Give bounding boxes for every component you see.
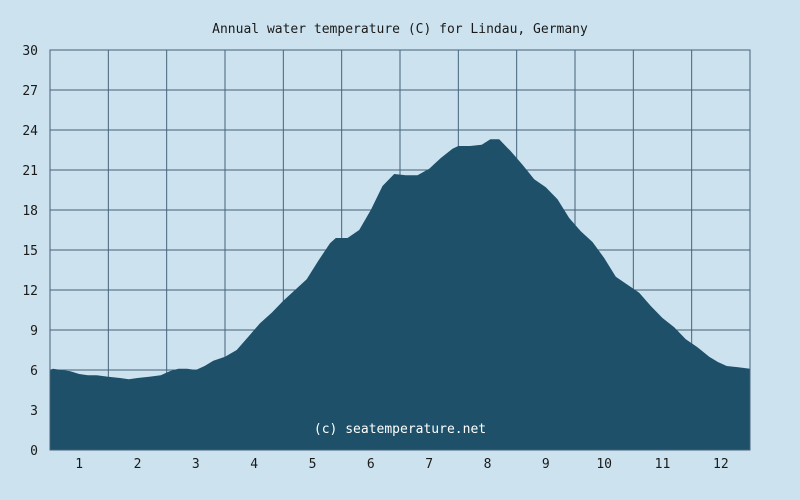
y-tick-label: 27 <box>22 84 38 99</box>
x-axis-ticks: 1 2 3 4 5 6 7 8 9 10 11 12 <box>75 457 728 472</box>
chart-title: Annual water temperature (C) for Lindau,… <box>212 22 588 37</box>
y-tick-label: 9 <box>30 324 38 339</box>
y-axis-ticks: 0 3 6 9 12 15 18 21 24 27 30 <box>22 44 38 459</box>
x-tick-label: 12 <box>713 457 729 472</box>
y-tick-label: 12 <box>22 284 38 299</box>
x-tick-label: 8 <box>484 457 492 472</box>
x-tick-label: 3 <box>192 457 200 472</box>
y-tick-label: 30 <box>22 44 38 59</box>
x-tick-label: 11 <box>655 457 671 472</box>
x-tick-label: 6 <box>367 457 375 472</box>
x-tick-label: 5 <box>309 457 317 472</box>
plot-frame <box>49 49 751 451</box>
y-tick-label: 21 <box>22 164 38 179</box>
x-tick-label: 7 <box>425 457 433 472</box>
y-tick-label: 3 <box>30 404 38 419</box>
x-tick-label: 2 <box>134 457 142 472</box>
temperature-area <box>50 139 750 451</box>
y-tick-label: 15 <box>22 244 38 259</box>
y-tick-label: 6 <box>30 364 38 379</box>
x-tick-label: 10 <box>596 457 612 472</box>
y-tick-label: 24 <box>22 124 38 139</box>
x-tick-label: 9 <box>542 457 550 472</box>
x-tick-label: 4 <box>250 457 258 472</box>
y-tick-label: 18 <box>22 204 38 219</box>
x-tick-label: 1 <box>75 457 83 472</box>
y-tick-label: 0 <box>30 444 38 459</box>
watermark-text: (c) seatemperature.net <box>314 422 486 437</box>
